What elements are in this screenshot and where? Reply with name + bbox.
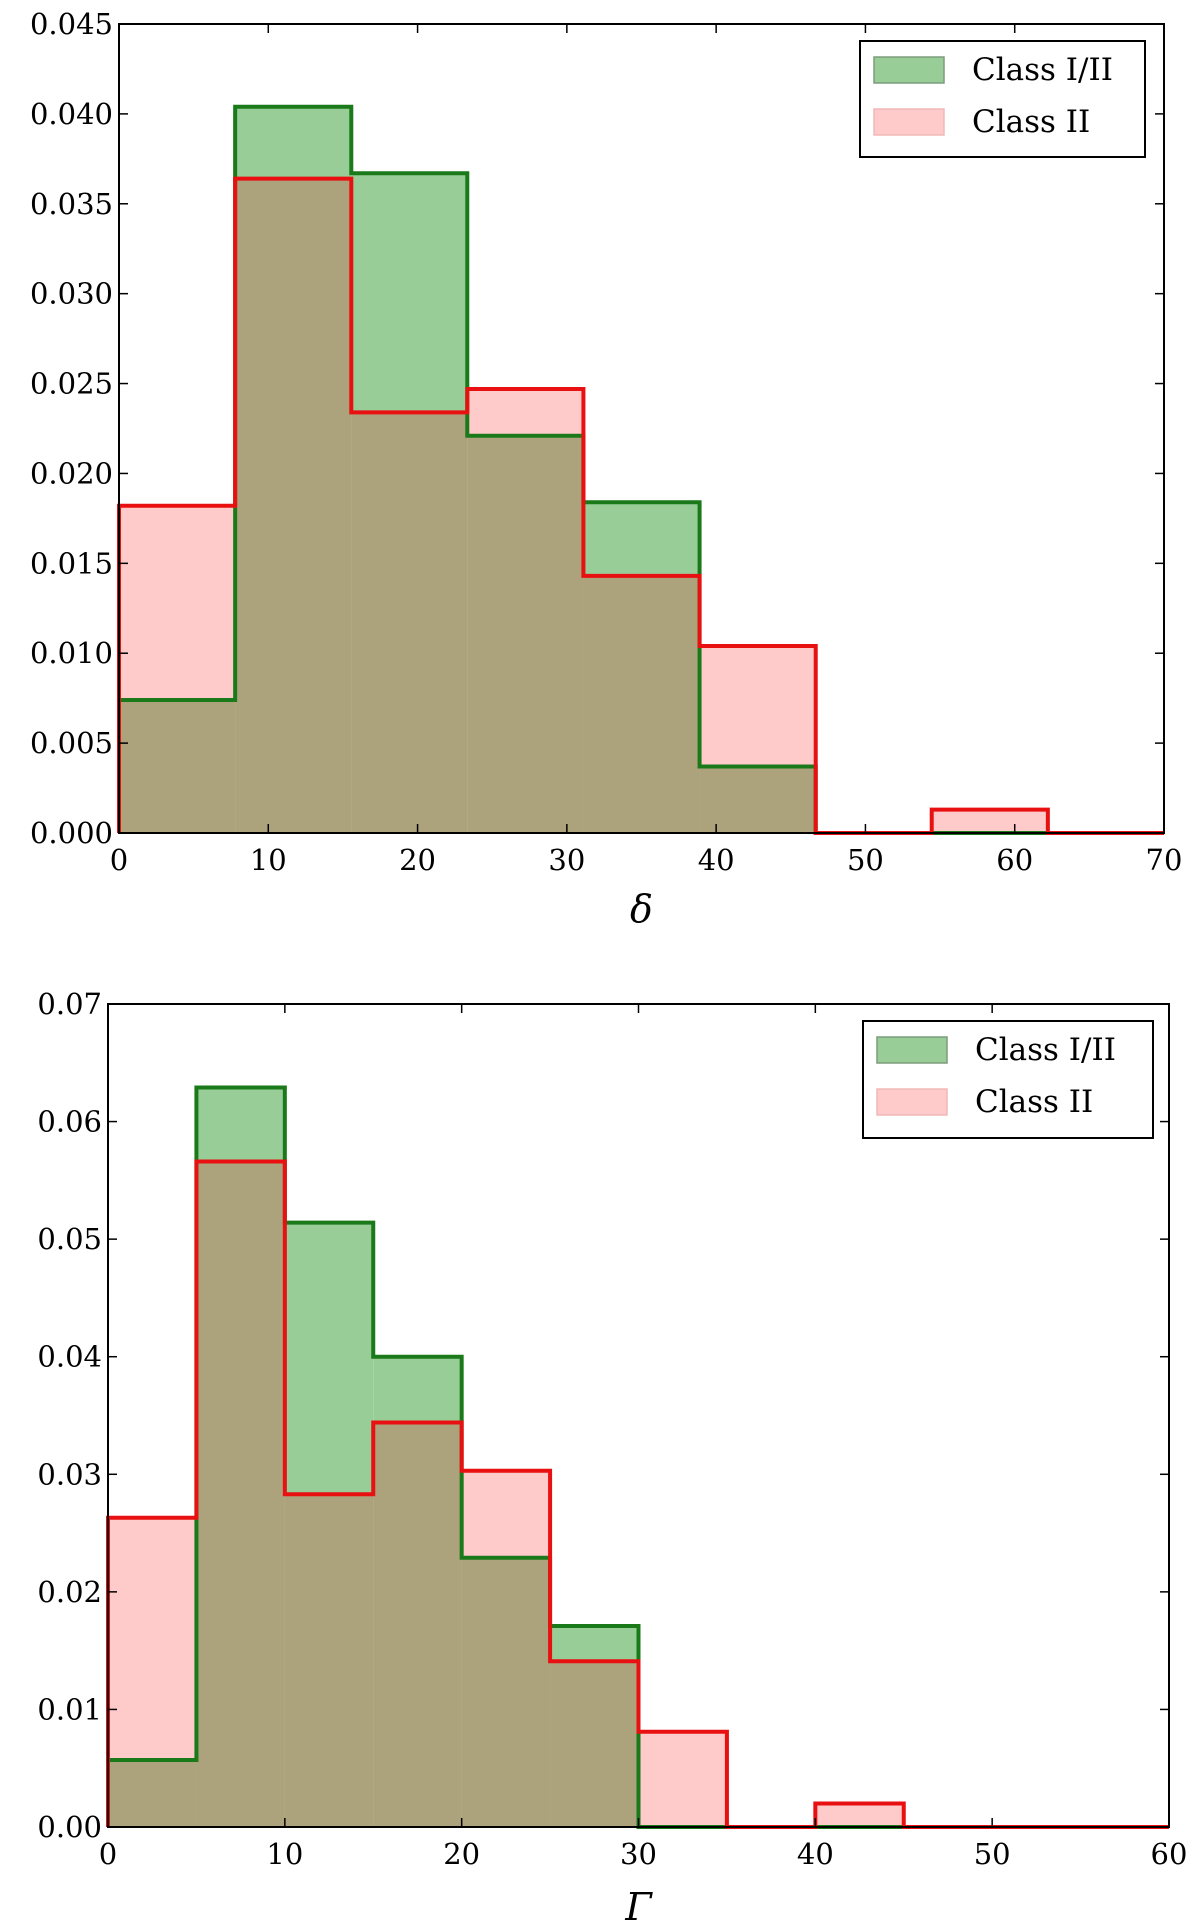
bar-overlap: [550, 1661, 639, 1827]
x-tick-label: 60: [1151, 1837, 1188, 1871]
legend-swatch-class-ii: [876, 1088, 948, 1116]
bar-overlap: [196, 1161, 285, 1827]
bar-overlap: [467, 435, 584, 833]
y-tick-label: 0.05: [37, 1222, 102, 1256]
legend: Class I/II Class II: [859, 40, 1146, 158]
legend-swatch-class-i-ii: [873, 56, 945, 84]
legend-label: Class I/II: [975, 1032, 1116, 1068]
x-tick-label: 10: [266, 1837, 303, 1871]
bar-overlap: [284, 1494, 374, 1827]
x-tick-label: 20: [399, 843, 436, 877]
x-axis-label: Γ: [624, 1885, 653, 1929]
bar-overlap: [235, 178, 352, 833]
y-tick-label: 0.045: [30, 7, 113, 41]
bar-overlap: [108, 1759, 197, 1827]
legend-swatch-class-i-ii: [876, 1036, 948, 1064]
y-tick-label: 0.04: [37, 1340, 102, 1374]
legend: Class I/II Class II: [862, 1020, 1154, 1139]
y-tick-label: 0.030: [30, 277, 113, 311]
y-tick-label: 0.005: [30, 726, 113, 760]
y-tick-label: 0.015: [30, 546, 113, 580]
y-tick-label: 0.02: [37, 1575, 102, 1609]
bar-class-ii: [931, 809, 1048, 833]
x-tick-label: 70: [1146, 843, 1183, 877]
bar-overlap: [583, 575, 700, 833]
bar-overlap: [699, 766, 816, 833]
plot-frame: [118, 23, 1165, 834]
y-tick-label: 0.06: [37, 1105, 102, 1139]
outline-class-ii: [117, 176, 1164, 835]
y-tick-label: 0.000: [30, 816, 113, 850]
x-tick-label: 50: [847, 843, 884, 877]
x-tick-label: 0: [99, 1837, 117, 1871]
gamma-histogram: 0 10 20 30 40 50 60 0.00 0.01 0.02 0.03 0.04 0.05 0.0…: [37, 987, 1187, 1929]
y-tick-label: 0.07: [37, 987, 102, 1021]
bar-overlap: [119, 699, 236, 833]
x-tick-label: 30: [548, 843, 585, 877]
legend-swatch-class-ii: [873, 108, 945, 136]
bar-class-ii: [638, 1731, 727, 1827]
x-tick-label: 60: [996, 843, 1033, 877]
y-tick-label: 0.00: [37, 1810, 102, 1844]
y-tick-label: 0.010: [30, 636, 113, 670]
y-tick-label: 0.03: [37, 1457, 102, 1491]
x-tick-label: 0: [110, 843, 128, 877]
bar-overlap: [461, 1557, 551, 1827]
x-tick-label: 20: [443, 1837, 480, 1871]
x-tick-label: 40: [698, 843, 735, 877]
legend-label: Class II: [972, 104, 1090, 140]
x-axis-label: δ: [630, 887, 653, 931]
legend-label: Class I/II: [972, 52, 1113, 88]
x-tick-label: 10: [250, 843, 287, 877]
y-tick-label: 0.040: [30, 97, 113, 131]
x-tick-label: 40: [797, 1837, 834, 1871]
y-tick-label: 0.035: [30, 187, 113, 221]
outline-class-ii: [106, 1159, 1169, 1829]
y-tick-label: 0.025: [30, 367, 113, 401]
x-tick-label: 50: [974, 1837, 1011, 1871]
legend-label: Class II: [975, 1084, 1093, 1120]
y-tick-label: 0.01: [37, 1692, 102, 1726]
bar-overlap: [373, 1422, 462, 1827]
bar-class-ii: [815, 1803, 904, 1827]
y-tick-label: 0.020: [30, 456, 113, 490]
delta-histogram: 0 10 20 30 40 50 60 70 0.000 0.005 0.010 0.015 0.020…: [30, 7, 1182, 931]
bar-overlap: [351, 412, 468, 833]
plot-frame: [107, 1003, 1170, 1828]
x-tick-label: 30: [620, 1837, 657, 1871]
